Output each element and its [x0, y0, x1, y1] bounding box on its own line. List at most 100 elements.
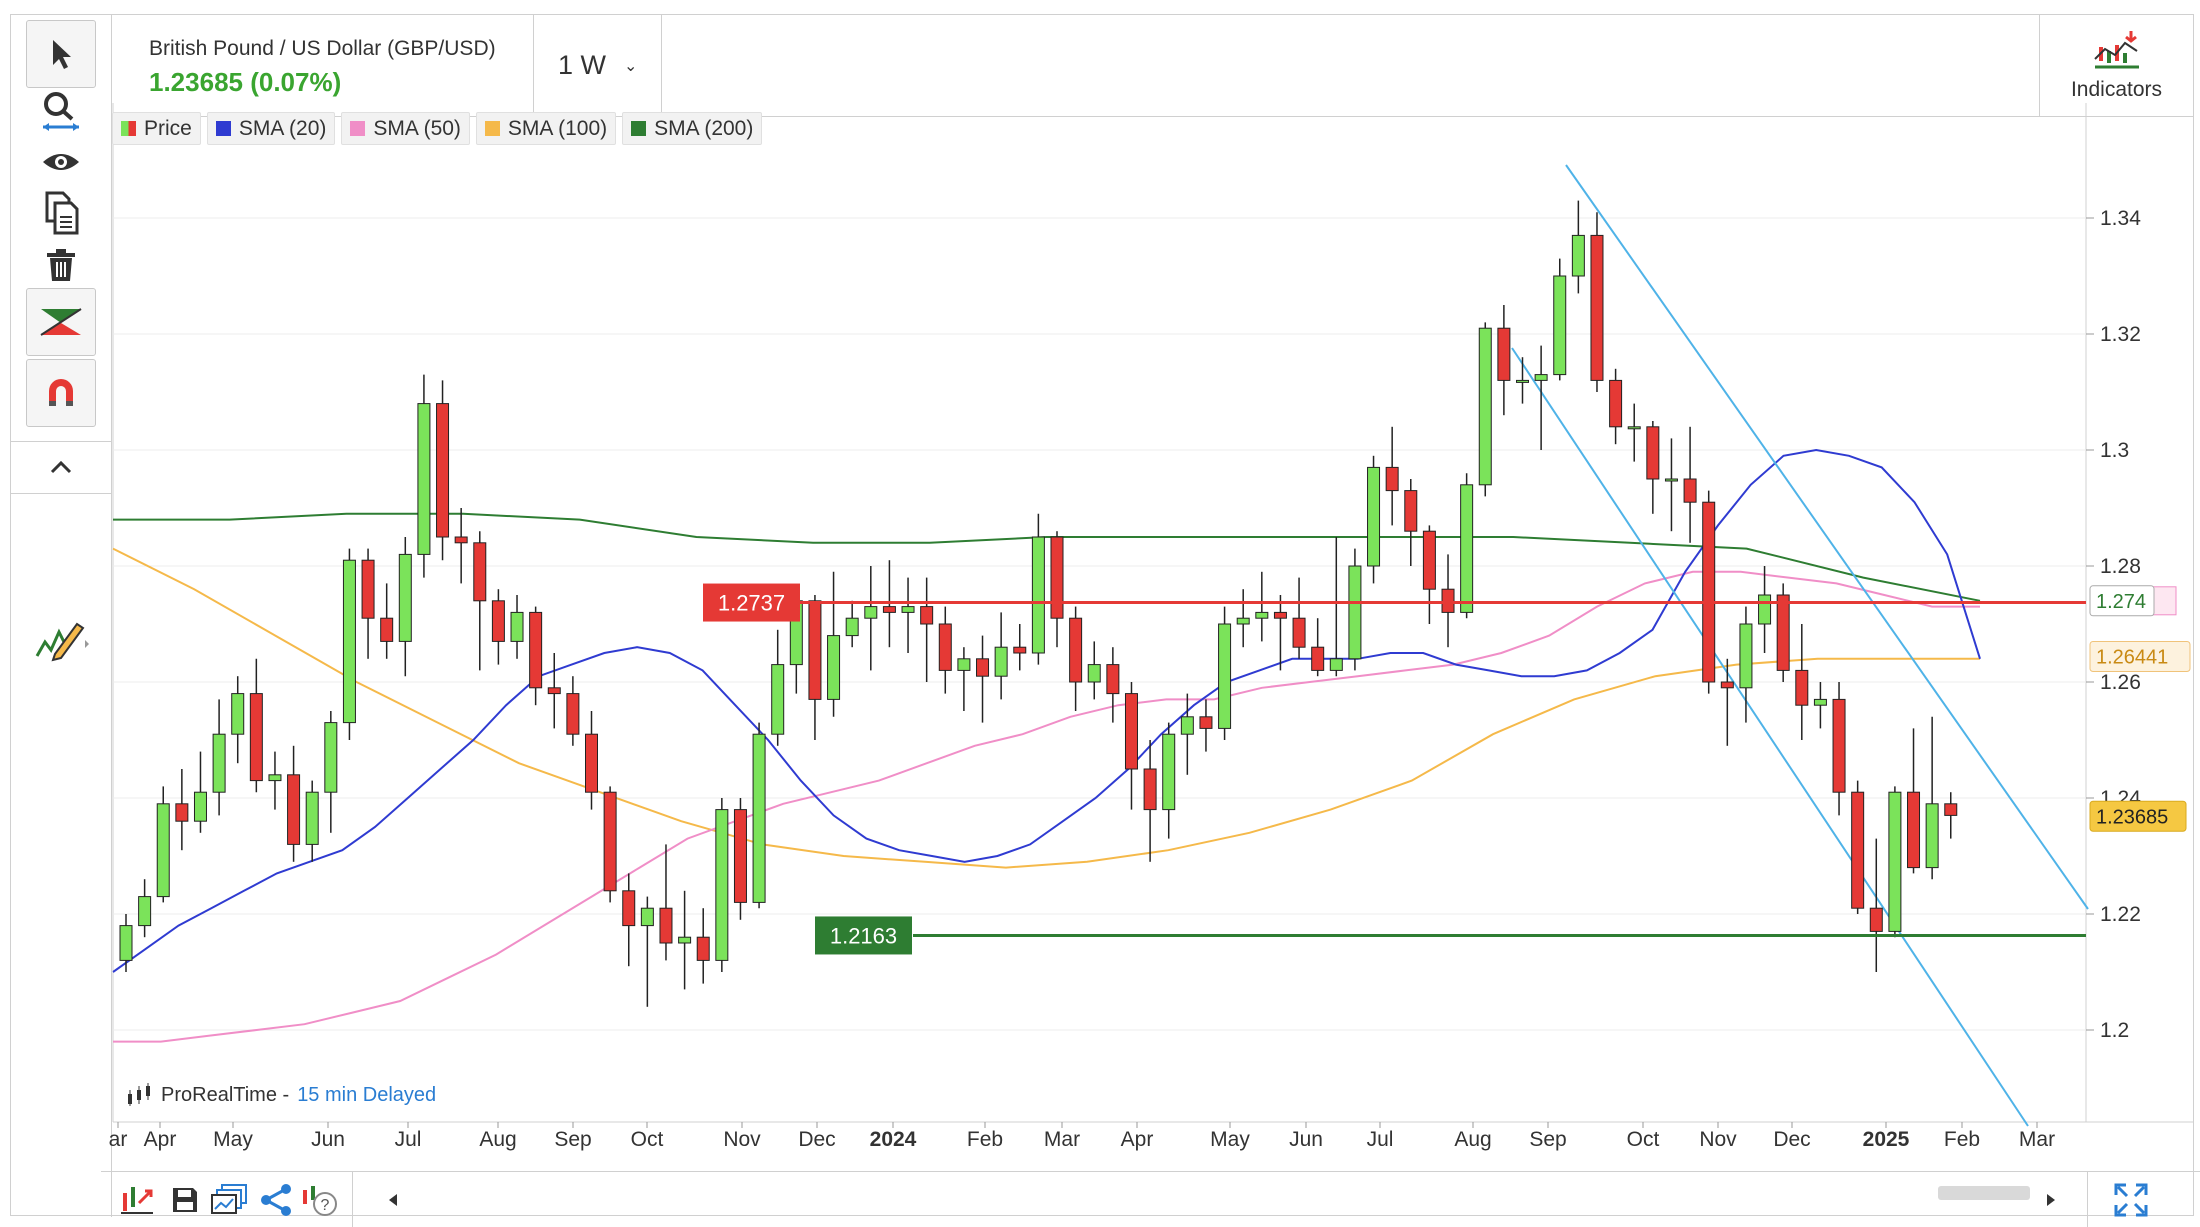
indicators-label: Indicators — [2070, 78, 2163, 101]
cursor-arrow-icon — [53, 40, 71, 69]
help-button[interactable]: ? — [299, 1180, 339, 1220]
trash-tool[interactable] — [26, 231, 96, 299]
candle-body — [938, 623, 952, 671]
pencil-chart-icon — [35, 622, 89, 662]
candle-body — [1069, 617, 1083, 683]
x-tick-label: Apr — [144, 1128, 177, 1151]
save-button[interactable] — [165, 1180, 205, 1220]
bottom-toolbar: ? — [101, 1171, 2200, 1227]
floppy-disk-icon — [173, 1188, 197, 1212]
sma20-swatch-icon — [215, 121, 231, 136]
scroll-left-button[interactable] — [383, 1180, 403, 1220]
x-tick-label: May — [1210, 1128, 1250, 1151]
copy-tool[interactable] — [26, 179, 96, 247]
candle-body — [138, 896, 152, 927]
magnet-tool[interactable] — [26, 359, 96, 427]
watermark-delay[interactable]: 15 min Delayed — [297, 1083, 437, 1106]
candle-body — [1869, 907, 1883, 932]
x-tick-label: Jul — [1367, 1128, 1394, 1151]
fullscreen-button[interactable] — [2111, 1180, 2151, 1220]
timeframe-dropdown[interactable]: 1 W ⌄ — [533, 15, 662, 116]
candle-body — [1683, 478, 1697, 503]
indicators-icon — [2094, 31, 2139, 69]
candle-body — [1422, 530, 1436, 590]
candle-body — [436, 403, 450, 538]
export-chart-icon — [121, 1187, 153, 1214]
candle-body — [1124, 693, 1138, 770]
trend-shape-icon — [40, 308, 82, 336]
y-tick-label: 1.28 — [2100, 555, 2141, 578]
candle-body — [342, 559, 356, 724]
candle-body — [1106, 664, 1120, 695]
drawing-tool[interactable] — [26, 288, 96, 356]
x-tick-label: Oct — [631, 1128, 664, 1151]
legend-price[interactable]: Price — [112, 112, 201, 145]
toolbar-divider — [11, 441, 111, 442]
candle-body — [1292, 617, 1306, 648]
y-tick-label: 1.3 — [2100, 439, 2129, 462]
windows-stack-icon — [211, 1184, 247, 1214]
share-button[interactable] — [256, 1180, 296, 1220]
y-tick-label: 1.2 — [2100, 1019, 2129, 1042]
candle-body — [957, 658, 971, 671]
watermark: ProRealTime - 15 min Delayed — [125, 1082, 436, 1108]
candle-body — [1478, 327, 1492, 486]
candle-body — [1311, 646, 1325, 671]
candle-body — [901, 606, 915, 613]
zoom-tool[interactable] — [26, 77, 96, 145]
candle-body — [1832, 698, 1846, 793]
pointer-tool[interactable] — [26, 20, 96, 88]
candle-body — [454, 536, 468, 544]
legend-sma100[interactable]: SMA (100) — [475, 112, 617, 145]
candle-body — [678, 936, 692, 944]
export-button[interactable] — [117, 1180, 157, 1220]
price-tag-bg — [2089, 585, 2155, 617]
x-tick-label: Jul — [395, 1128, 422, 1151]
y-axis: 1.341.321.31.281.261.241.221.2 — [2086, 207, 2141, 1042]
eye-tool[interactable] — [26, 128, 96, 196]
candle-body — [733, 809, 747, 903]
legend-sma20[interactable]: SMA (20) — [206, 112, 336, 145]
candle-body — [1404, 490, 1418, 532]
candle-body — [845, 617, 859, 637]
legend-sma200[interactable]: SMA (200) — [622, 112, 763, 145]
pencil-tool[interactable] — [26, 605, 96, 673]
candle-body — [1534, 374, 1548, 381]
candle-body — [398, 553, 412, 642]
channel-upper-line — [1565, 164, 2089, 910]
scroll-right-button[interactable] — [2041, 1180, 2061, 1220]
candle-body — [529, 611, 543, 689]
y-tick-label: 1.32 — [2100, 323, 2141, 346]
candle-body — [119, 925, 133, 961]
candle-body — [1199, 716, 1213, 729]
candle-body — [640, 907, 654, 927]
instrument-name: British Pound / US Dollar (GBP/USD) — [149, 37, 496, 60]
eye-icon — [43, 154, 79, 170]
candle-body — [566, 693, 580, 735]
candle-body — [1590, 234, 1604, 381]
legend-label: SMA (50) — [373, 116, 461, 140]
candle-body — [1255, 611, 1269, 619]
layouts-button[interactable] — [209, 1180, 249, 1220]
candle-body — [212, 733, 226, 793]
collapse-tool[interactable] — [26, 442, 96, 492]
instrument-info[interactable]: British Pound / US Dollar (GBP/USD) 1.23… — [112, 15, 534, 116]
indicators-button[interactable]: Indicators — [2039, 15, 2193, 116]
bottom-divider — [352, 1172, 353, 1227]
scrollbar-thumb[interactable] — [1938, 1186, 2030, 1200]
chevron-up-icon — [50, 460, 72, 474]
toolbar-divider — [11, 493, 111, 494]
level-label-bg — [815, 916, 912, 955]
candle-body — [1050, 536, 1064, 619]
left-toolbar — [11, 15, 112, 1217]
candle-body — [417, 403, 431, 555]
candle-body — [249, 693, 263, 782]
candle-body — [864, 606, 878, 619]
candle-body — [1367, 466, 1381, 567]
legend-sma50[interactable]: SMA (50) — [341, 112, 470, 145]
price-tags: 1.274 1.26441 1.23685 — [2089, 585, 2191, 832]
candle-body — [1348, 565, 1362, 660]
candle-body — [1236, 617, 1250, 625]
copy-icon — [45, 191, 79, 235]
